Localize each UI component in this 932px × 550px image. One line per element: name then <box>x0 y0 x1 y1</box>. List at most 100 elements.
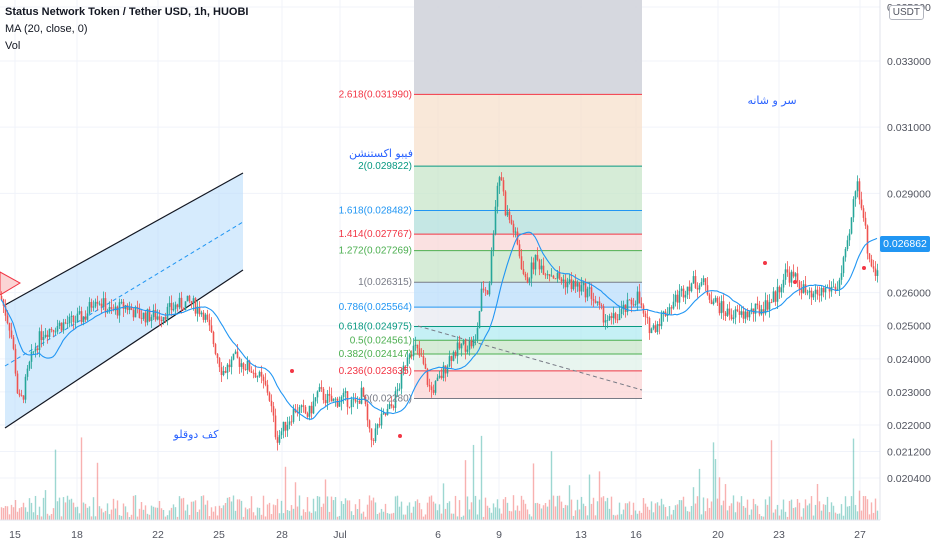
candle-body <box>48 328 51 337</box>
volume-bar <box>668 506 671 520</box>
volume-bar <box>800 516 803 520</box>
volume-bar <box>194 500 197 520</box>
candle-body <box>66 323 69 324</box>
volume-bar <box>576 499 579 520</box>
candle-body <box>612 313 615 319</box>
candle-body <box>774 291 777 302</box>
fib-band <box>414 282 642 308</box>
volume-bar <box>392 512 395 520</box>
candle-body <box>290 421 293 423</box>
volume-bar <box>78 513 81 520</box>
volume-bar <box>374 502 377 520</box>
candle-body <box>634 304 637 306</box>
red-marker-dots <box>290 261 866 438</box>
volume-bar <box>646 506 649 520</box>
candle-body <box>696 287 699 290</box>
candle-body <box>210 325 213 333</box>
volume-bar <box>120 515 123 520</box>
candle-body <box>432 390 435 393</box>
fib-extension-zone <box>414 0 643 400</box>
volume-bar <box>462 515 465 520</box>
candle-body <box>394 391 397 408</box>
volume-bar <box>208 516 211 520</box>
fib-label: 2(0.029822) <box>358 161 412 172</box>
volume-bar <box>266 504 269 520</box>
volume-bar <box>656 502 659 520</box>
volume-bar <box>490 512 493 520</box>
volume-bar <box>140 502 143 520</box>
volume-bar <box>100 508 103 520</box>
volume-bar <box>834 512 837 520</box>
volume-bar <box>730 503 733 520</box>
candle-body <box>440 375 443 379</box>
candle-body <box>268 392 271 401</box>
volume-bar <box>628 501 631 520</box>
time-axis[interactable]: 15 18 22 25 28 Jul 6 9 13 16 20 23 27 <box>9 529 866 541</box>
currency-button[interactable]: USDT <box>888 5 924 20</box>
candle-body <box>134 306 137 318</box>
volume-bar <box>28 498 31 520</box>
volume-bar <box>744 507 747 520</box>
candle-body <box>348 406 351 408</box>
volume-bar <box>434 503 437 520</box>
candle-body <box>838 279 841 289</box>
candle-body <box>382 412 385 414</box>
volume-bar <box>746 499 749 520</box>
volume-bar <box>188 514 191 520</box>
candle-body <box>404 365 407 367</box>
candle-body <box>300 405 303 408</box>
volume-bar <box>506 502 509 520</box>
candle-body <box>314 397 317 402</box>
volume-bar <box>276 498 279 520</box>
candle-body <box>130 307 133 311</box>
volume-bar <box>128 516 131 520</box>
volume-bar <box>376 514 379 520</box>
candle-body <box>560 278 563 282</box>
volume-indicator-label[interactable]: Vol <box>5 40 21 52</box>
candle-body <box>488 283 491 295</box>
volume-bar <box>804 499 807 520</box>
volume-bar <box>846 506 849 520</box>
candle-body <box>86 313 89 320</box>
volume-bar <box>246 509 249 520</box>
volume-bar <box>22 502 25 520</box>
candle-body <box>604 320 607 323</box>
candle-body <box>580 285 583 292</box>
volume-bar <box>772 512 775 520</box>
candle-body <box>6 315 9 324</box>
candle-body <box>274 415 277 438</box>
candle-body <box>502 180 505 192</box>
candle-body <box>686 286 689 295</box>
candle-body <box>182 308 185 311</box>
volume-bar <box>90 516 93 520</box>
candle-body <box>448 356 451 367</box>
candle-body <box>784 269 787 280</box>
volume-bar <box>332 500 335 520</box>
fib-band <box>414 94 642 167</box>
candle-body <box>542 265 545 275</box>
volume-bar <box>240 500 243 520</box>
volume-bar <box>852 438 855 520</box>
candle-body <box>832 286 835 288</box>
volume-bar <box>742 506 745 520</box>
fib-band <box>414 307 642 327</box>
candle-body <box>750 308 753 312</box>
volume-bar <box>172 504 175 520</box>
candle-body <box>14 348 17 374</box>
candle-body <box>186 295 189 302</box>
volume-bar <box>650 501 653 520</box>
volume-bar <box>712 442 715 520</box>
candle-body <box>792 271 795 277</box>
candle-body <box>538 259 541 270</box>
candle-body <box>8 323 11 331</box>
volume-bar <box>36 515 39 520</box>
fib-label: 1.618(0.028482) <box>339 206 412 217</box>
candle-body <box>722 301 725 313</box>
volume-bar <box>456 516 459 520</box>
ma-indicator-label[interactable]: MA (20, close, 0) <box>5 23 88 35</box>
volume-bar <box>618 502 621 520</box>
volume-bar <box>94 516 97 520</box>
candle-body <box>378 424 381 426</box>
candle-body <box>564 279 567 288</box>
